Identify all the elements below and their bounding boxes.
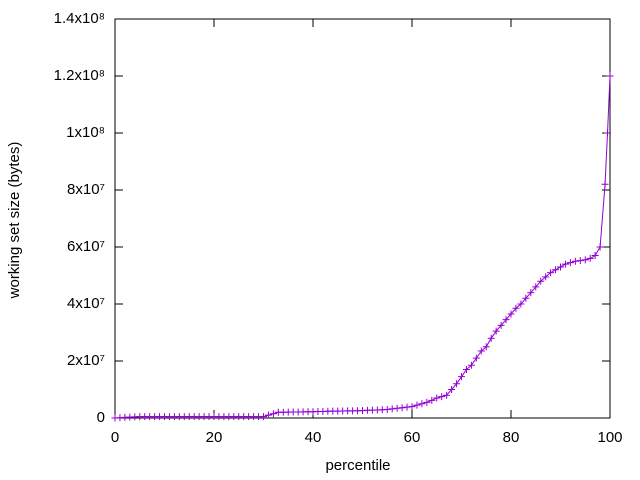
data-point: [561, 260, 569, 268]
data-point: [487, 334, 495, 342]
data-point: [517, 300, 525, 308]
x-axis-label: percentile: [325, 457, 390, 474]
data-point: [547, 269, 555, 277]
data-point: [413, 401, 421, 409]
x-tick-label: 80: [503, 429, 520, 446]
y-axis-label: working set size (bytes): [6, 142, 23, 300]
y-tick-label: 1.2x10⁸: [54, 67, 105, 84]
data-point: [576, 257, 584, 265]
x-tick-label: 0: [111, 429, 119, 446]
data-point: [423, 398, 431, 406]
data-point: [552, 266, 560, 274]
x-tick-label: 60: [404, 429, 421, 446]
data-point: [557, 263, 564, 271]
data-point: [467, 361, 475, 369]
data-point: [497, 321, 505, 329]
data-point: [477, 347, 485, 355]
data-point: [443, 391, 451, 399]
data-point: [571, 257, 579, 265]
data-point: [388, 405, 396, 413]
series-line: [114, 75, 611, 419]
data-point: [507, 310, 515, 318]
x-tick-label: 20: [206, 429, 223, 446]
plot-frame: [114, 18, 611, 419]
data-point: [492, 327, 500, 335]
data-point: [448, 386, 456, 393]
y-tick-label: 8x10⁷: [67, 181, 105, 198]
data-point: [393, 404, 401, 412]
y-tick-label: 4x10⁷: [67, 295, 105, 312]
x-tick-label: 100: [597, 429, 622, 446]
data-point: [566, 259, 574, 267]
y-tick-label: 1.4x10⁸: [54, 10, 105, 27]
data-point: [458, 373, 465, 381]
data-point: [482, 343, 490, 351]
data-point: [453, 380, 461, 388]
data-point: [522, 294, 530, 302]
data-point: [601, 180, 609, 188]
data-point: [502, 316, 510, 324]
data-point: [512, 304, 520, 312]
data-point: [604, 129, 612, 137]
y-tick-label: 0: [97, 409, 105, 426]
data-point: [591, 252, 599, 260]
data-point: [438, 393, 446, 401]
data-point: [472, 354, 480, 362]
data-point: [433, 394, 441, 402]
data-point: [403, 403, 411, 411]
y-tick-label: 2x10⁷: [67, 352, 105, 369]
data-point: [398, 404, 406, 412]
x-tick-label: 40: [305, 429, 322, 446]
y-tick-label: 1x10⁸: [66, 124, 105, 141]
data-point: [606, 72, 614, 80]
data-point: [586, 254, 594, 262]
data-point: [260, 413, 267, 421]
data-point: [418, 400, 426, 408]
data-point: [542, 273, 550, 281]
data-point: [581, 256, 589, 264]
data-point: [596, 243, 604, 251]
data-point: [428, 396, 436, 404]
data-point: [532, 283, 540, 291]
data-point: [269, 410, 277, 418]
y-tick-label: 6x10⁷: [67, 238, 105, 255]
data-point: [527, 289, 535, 297]
data-point: [408, 403, 416, 411]
data-point: [264, 411, 272, 419]
data-point: [383, 405, 391, 413]
data-point: [462, 366, 470, 374]
data-point: [537, 277, 545, 285]
